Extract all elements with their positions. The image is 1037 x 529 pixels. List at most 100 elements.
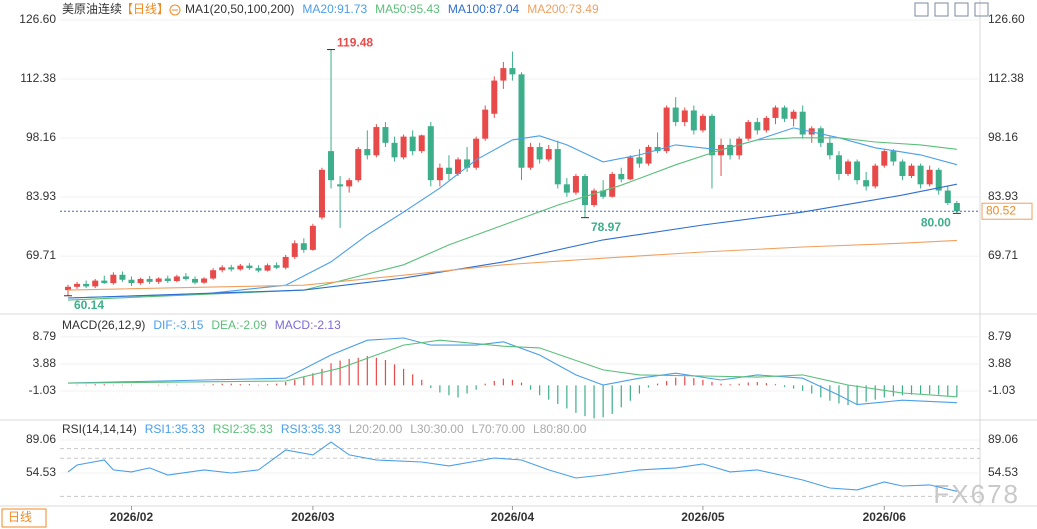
period-label[interactable]: 【日线】: [121, 2, 169, 16]
candle-body: [318, 169, 325, 218]
y-tick-label: 89.06: [26, 432, 56, 446]
y-tick-label: 126.60: [988, 12, 1025, 26]
y-tick-label: 112.38: [988, 71, 1024, 85]
x-tick-label: 2026/02: [110, 510, 154, 524]
candle-body: [92, 280, 99, 287]
y-tick-label: 83.93: [988, 189, 1018, 203]
indicator-line: [67, 337, 957, 406]
last-price-box: [981, 202, 1033, 220]
candle-body: [228, 267, 235, 270]
legend-entry: RSI2:35.33: [213, 422, 273, 436]
legend-entry: MA100:87.04: [448, 2, 520, 16]
y-tick-label: -1.03: [988, 383, 1016, 397]
candle-body: [146, 278, 153, 282]
candle-body: [872, 165, 879, 187]
candle-body: [373, 127, 380, 156]
candle-body: [953, 202, 960, 212]
candle-body: [382, 127, 389, 143]
tool-button[interactable]: [974, 2, 989, 17]
candle-body: [654, 146, 661, 152]
legend-entry: L20:20.00: [349, 422, 403, 436]
candle-body: [681, 110, 688, 123]
candle-body: [400, 136, 407, 158]
candle-body: [427, 126, 434, 181]
tool-button[interactable]: [934, 2, 949, 17]
candle-body: [210, 270, 217, 279]
y-tick-label: 98.16: [26, 130, 56, 144]
candle-body: [445, 167, 452, 174]
candle-body: [164, 278, 171, 282]
candle-body: [364, 149, 371, 156]
indicator-line: [67, 183, 958, 299]
indicator-line: [67, 339, 957, 398]
legend-entry: DEA:-2.09: [211, 318, 267, 332]
candle-body: [155, 278, 162, 282]
candle-body: [518, 74, 525, 168]
y-tick-label: 8.79: [988, 329, 1012, 343]
x-tick-label: 2026/05: [681, 510, 725, 524]
candle-body: [282, 256, 289, 268]
candle-body: [790, 111, 797, 119]
candle-body: [736, 138, 743, 156]
indicator-line: [67, 239, 957, 291]
candle-body: [572, 176, 579, 193]
candle-body: [83, 283, 90, 287]
toggle-icon[interactable]: [169, 4, 181, 16]
candle-body: [137, 278, 144, 284]
candle-body: [817, 128, 824, 143]
candle-body: [854, 161, 861, 181]
candle-body: [781, 107, 788, 119]
y-tick-label: -1.03: [29, 383, 57, 397]
candle-body: [65, 286, 71, 291]
candle-body: [74, 283, 81, 287]
candle-body: [763, 117, 770, 131]
candle-body: [609, 173, 616, 197]
candle-body: [509, 68, 516, 75]
candle-body: [690, 110, 697, 131]
period-button-label[interactable]: 日线: [8, 510, 32, 524]
candle-body: [273, 265, 280, 268]
instrument-title: 美原油连续: [62, 1, 122, 16]
legend-entry: MACD(26,12,9): [62, 318, 145, 332]
candle-body: [536, 146, 543, 160]
last-price-label: 80.52: [986, 203, 1016, 217]
candle-body: [182, 276, 189, 279]
candle-body: [300, 243, 307, 250]
legend-entry: MA1(20,50,100,200): [185, 2, 294, 16]
period-button[interactable]: [1, 508, 47, 528]
candle-body: [917, 165, 924, 185]
candle-body: [264, 265, 271, 271]
tool-button[interactable]: [914, 2, 929, 17]
candle-body: [491, 80, 498, 114]
y-tick-label: 54.53: [26, 465, 56, 479]
toggle-circle: [169, 4, 181, 16]
y-tick-label: 3.88: [33, 356, 57, 370]
tool-button[interactable]: [954, 2, 969, 17]
candle-body: [119, 274, 126, 280]
candle-body: [772, 107, 779, 118]
candle-body: [128, 279, 135, 284]
y-tick-label: 69.71: [26, 248, 56, 262]
candle-body: [473, 138, 480, 168]
candle-body: [527, 146, 534, 168]
candle-body: [291, 243, 298, 257]
candle-body: [908, 165, 915, 177]
candle-body: [708, 115, 715, 156]
candle-body: [926, 169, 933, 185]
candle-body: [881, 151, 888, 166]
candle-body: [845, 161, 852, 174]
candle-body: [545, 149, 552, 160]
watermark: FX678: [933, 479, 1020, 509]
legend-entry: RSI(14,14,14): [62, 422, 137, 436]
candle-body: [391, 142, 398, 158]
extreme-label: 60.14: [74, 298, 104, 312]
candle-body: [500, 68, 507, 81]
x-tick-label: 2026/03: [291, 510, 335, 524]
candle-body: [173, 276, 180, 282]
candle-body: [409, 136, 416, 152]
candle-body: [554, 149, 561, 185]
y-tick-label: 83.93: [26, 189, 56, 203]
candle-body: [699, 115, 706, 131]
y-tick-label: 89.06: [988, 432, 1018, 446]
y-tick-label: 3.88: [988, 356, 1012, 370]
